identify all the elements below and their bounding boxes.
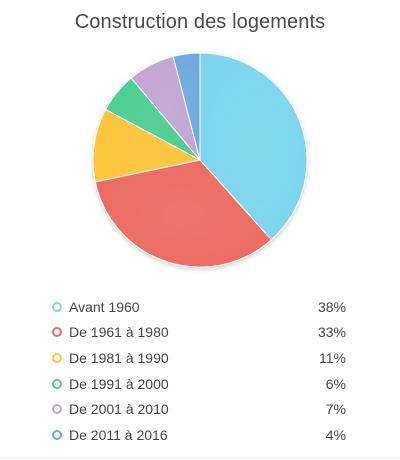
pie-slice-6[interactable] <box>172 52 201 161</box>
legend-marker-icon <box>52 429 62 440</box>
chart-legend: Avant 1960 38% De 1961 à 1980 33% De 1981 à … <box>50 294 346 448</box>
legend-value: 11% <box>319 349 346 366</box>
legend-item[interactable]: Avant 1960 38% <box>50 294 346 320</box>
legend-value: 33% <box>317 324 346 341</box>
pie-chart <box>85 50 315 275</box>
legend-item[interactable]: De 1991 à 2000 6% <box>50 371 346 397</box>
legend-item[interactable]: De 2001 à 2010 7% <box>50 396 346 422</box>
divider <box>0 457 400 458</box>
pie-chart-svg <box>92 52 308 268</box>
pie-slices <box>92 52 308 268</box>
chart-title: Construction des logements <box>74 11 326 33</box>
legend-marker-icon <box>52 352 62 363</box>
legend-marker-icon <box>52 378 62 389</box>
pie-slice-3[interactable] <box>92 108 202 183</box>
pie-slice-1[interactable] <box>199 52 308 241</box>
pie-slice-2[interactable] <box>94 159 273 268</box>
legend-label: De 1991 à 2000 <box>69 375 169 392</box>
legend-marker-icon <box>52 301 62 312</box>
legend-item[interactable]: De 1961 à 1980 33% <box>50 320 346 346</box>
legend-item[interactable]: De 2011 à 2016 4% <box>50 422 346 448</box>
legend-label: De 1961 à 1980 <box>69 324 169 341</box>
legend-label: De 2011 à 2016 <box>69 426 168 443</box>
legend-marker-icon <box>52 327 62 338</box>
legend-item[interactable]: De 1981 à 1990 11% <box>50 345 346 371</box>
legend-value: 7% <box>325 401 346 418</box>
legend-value: 4% <box>325 426 346 443</box>
legend-marker-icon <box>52 404 62 415</box>
legend-label: Avant 1960 <box>69 298 140 315</box>
legend-label: De 1981 à 1990 <box>69 349 169 366</box>
legend-value: 6% <box>325 375 346 392</box>
legend-label: De 2001 à 2010 <box>69 401 169 418</box>
legend-value: 38% <box>317 298 346 315</box>
